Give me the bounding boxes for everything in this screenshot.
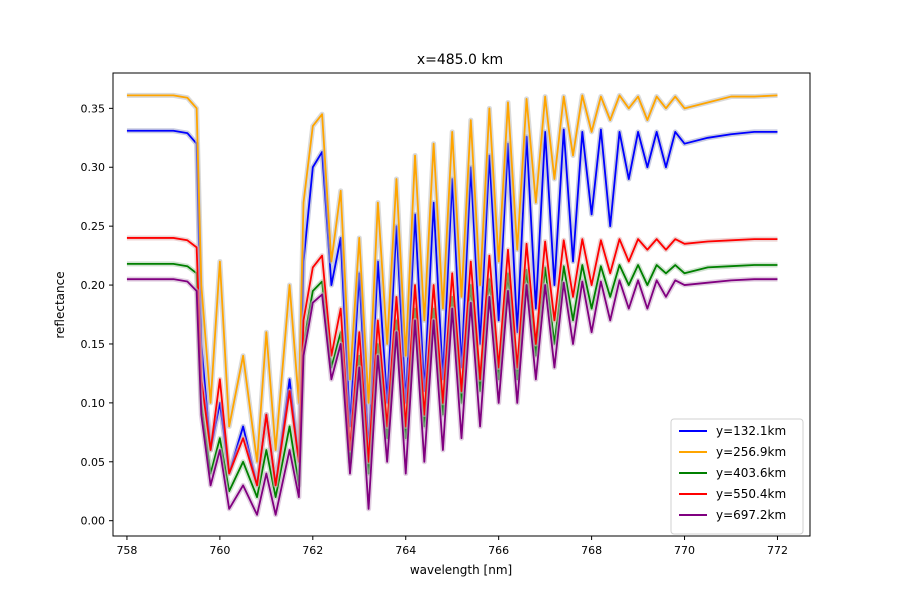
legend-label-2: y=256.9km — [716, 445, 786, 459]
x-tick-label: 762 — [302, 544, 323, 557]
x-tick-label: 760 — [209, 544, 230, 557]
legend-label-1: y=132.1km — [716, 424, 786, 438]
legend-box — [670, 418, 804, 535]
x-tick-label: 772 — [767, 544, 788, 557]
y-tick-label: 0.10 — [81, 397, 106, 410]
y-axis: 0.00 0.05 0.10 0.15 0.20 0.25 0.30 0.35 — [81, 102, 113, 528]
y-tick-label: 0.30 — [81, 161, 106, 174]
y-tick-label: 0.00 — [81, 515, 106, 528]
legend-label-5: y=697.2km — [716, 508, 786, 522]
series-line-2 — [126, 94, 778, 463]
y-tick-label: 0.25 — [81, 220, 106, 233]
y-tick-label: 0.20 — [81, 279, 106, 292]
chart-title: x=485.0 km — [417, 52, 503, 68]
y-tick-label: 0.05 — [81, 456, 106, 469]
x-tick-label: 764 — [395, 544, 416, 557]
x-axis-label: wavelength [nm] — [410, 563, 512, 577]
y-axis-label: reflectance — [53, 271, 67, 338]
series-line-4 — [126, 237, 778, 487]
x-axis: 758 760 762 764 766 768 770 772 — [116, 536, 788, 557]
x-tick-label: 770 — [674, 544, 695, 557]
plot-area — [126, 92, 778, 518]
x-tick-label: 758 — [116, 544, 137, 557]
series-line-5 — [126, 278, 778, 516]
legend: y=132.1km y=256.9km y=403.6km y=550.4km y=69… — [670, 418, 804, 535]
legend-label-3: y=403.6km — [716, 466, 786, 480]
x-tick-label: 768 — [581, 544, 602, 557]
x-tick-label: 766 — [488, 544, 509, 557]
y-tick-label: 0.35 — [81, 102, 106, 115]
legend-label-4: y=550.4km — [716, 487, 786, 501]
axes-frame — [112, 72, 811, 537]
y-tick-label: 0.15 — [81, 338, 106, 351]
